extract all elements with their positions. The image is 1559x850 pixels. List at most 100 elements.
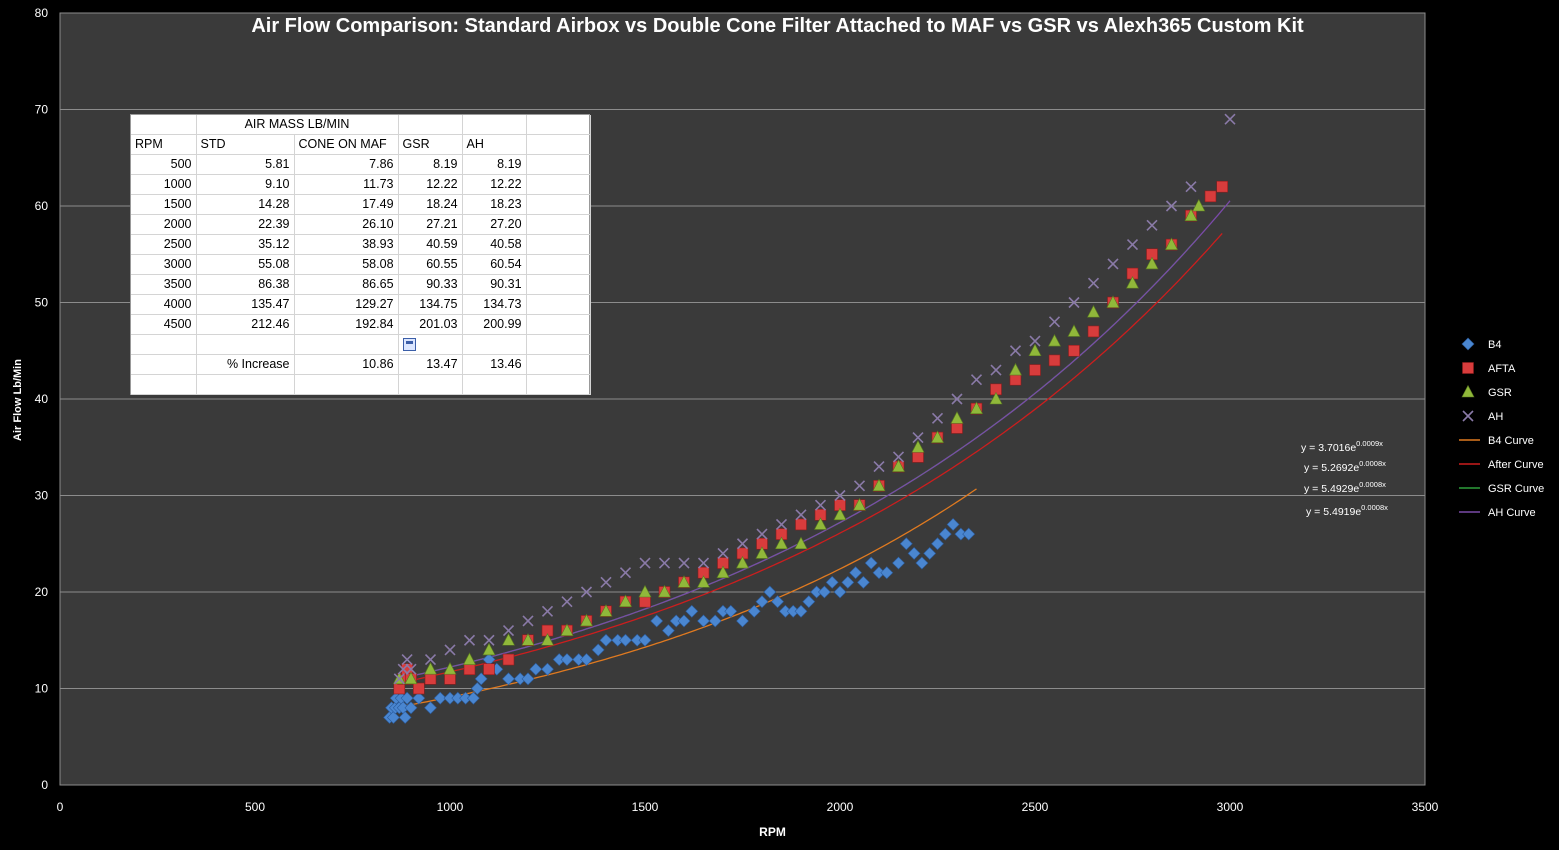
cell-rpm[interactable]: 4500 xyxy=(131,314,197,335)
data-point-b4 xyxy=(771,595,785,609)
table-row: 3000 55.08 58.08 60.55 60.54 xyxy=(131,254,591,275)
cell-cone-on-maf[interactable]: 129.27 xyxy=(294,294,399,315)
cell-std[interactable]: 14.28 xyxy=(196,194,295,215)
cell-cone-on-maf[interactable]: 11.73 xyxy=(294,174,399,195)
data-point-gsr xyxy=(1028,343,1042,357)
data-point-ah xyxy=(600,576,612,588)
cell-std[interactable]: 9.10 xyxy=(196,174,295,195)
cell-rpm[interactable]: 3000 xyxy=(131,254,197,275)
data-point-ah xyxy=(756,528,768,540)
data-point-b4 xyxy=(864,556,878,570)
cell-rpm[interactable]: 1000 xyxy=(131,174,197,195)
cell-std[interactable]: 135.47 xyxy=(196,294,295,315)
data-point-ah xyxy=(931,412,944,424)
legend-marker-afta xyxy=(1462,362,1474,374)
cell-cone-on-maf[interactable]: 192.84 xyxy=(294,314,399,335)
air-mass-table[interactable]: AIR MASS LB/MIN RPM STD CONE ON MAF GSR … xyxy=(130,114,591,395)
cell-cone-on-maf[interactable]: 7.86 xyxy=(294,154,399,175)
data-point-gsr xyxy=(404,671,418,685)
cell-ah[interactable]: 18.23 xyxy=(462,194,527,215)
data-point-gsr xyxy=(424,662,437,675)
cell-rpm[interactable]: 2500 xyxy=(131,234,197,255)
cell-rpm[interactable]: 3500 xyxy=(131,274,197,295)
cell-rpm[interactable]: 1500 xyxy=(131,194,197,215)
cell-std[interactable]: 55.08 xyxy=(196,254,295,275)
cell-gsr[interactable]: 27.21 xyxy=(398,214,463,235)
data-point-afta xyxy=(412,682,425,695)
data-point-b4 xyxy=(923,546,937,560)
data-point-b4 xyxy=(907,546,921,560)
cell-ah[interactable]: 40.58 xyxy=(462,234,527,255)
cell-rpm[interactable]: 500 xyxy=(131,154,197,175)
cell-std[interactable]: 22.39 xyxy=(196,214,295,235)
data-point-b4 xyxy=(619,633,632,647)
data-point-gsr xyxy=(1106,295,1120,308)
cell-cone-on-maf[interactable]: 17.49 xyxy=(294,194,399,215)
trendline-b4-curve xyxy=(391,488,977,709)
data-point-b4 xyxy=(931,537,944,551)
cell-ah[interactable]: 12.22 xyxy=(462,174,527,195)
legend-label: After Curve xyxy=(1488,459,1544,471)
data-point-gsr xyxy=(677,575,691,588)
cell-ah[interactable]: 27.20 xyxy=(462,214,527,235)
y-axis-title: Air Flow Lb/Min xyxy=(12,359,24,441)
cell-cone-on-maf[interactable]: 86.65 xyxy=(294,274,399,295)
cell-cone-on-maf[interactable]: 38.93 xyxy=(294,234,399,255)
cell-gsr[interactable]: 90.33 xyxy=(398,274,463,295)
data-point-gsr xyxy=(1192,198,1206,212)
increase-gsr[interactable]: 13.47 xyxy=(398,354,463,375)
data-point-b4 xyxy=(466,691,480,705)
cell-ah[interactable]: 90.31 xyxy=(462,274,527,295)
data-point-ah xyxy=(697,557,710,569)
data-point-afta xyxy=(951,422,963,434)
data-point-afta xyxy=(912,451,924,463)
cell-ah[interactable]: 60.54 xyxy=(462,254,527,275)
data-point-ah xyxy=(814,499,827,511)
data-point-b4 xyxy=(962,527,976,541)
cell-std[interactable]: 86.38 xyxy=(196,274,295,295)
legend-label: GSR Curve xyxy=(1488,483,1544,495)
data-point-afta xyxy=(1068,344,1080,357)
increase-ah[interactable]: 13.46 xyxy=(462,354,527,375)
cell-gsr[interactable]: 12.22 xyxy=(398,174,463,195)
data-point-b4 xyxy=(899,537,913,551)
x-tick-label: 2500 xyxy=(1022,800,1049,814)
data-point-ah xyxy=(1146,219,1158,231)
cell-ah[interactable]: 200.99 xyxy=(462,314,527,335)
cell-gsr[interactable]: 60.55 xyxy=(398,254,463,275)
data-point-b4 xyxy=(474,672,488,686)
paste-options-icon[interactable] xyxy=(402,338,416,352)
x-tick-label: 500 xyxy=(245,800,265,814)
y-tick-label: 30 xyxy=(35,489,49,503)
data-point-afta xyxy=(639,595,651,608)
increase-cone-on-maf[interactable]: 10.86 xyxy=(294,354,399,375)
data-point-afta xyxy=(1204,190,1217,203)
cell-std[interactable]: 5.81 xyxy=(196,154,295,175)
data-point-b4 xyxy=(677,614,691,628)
cell-std[interactable]: 212.46 xyxy=(196,314,295,335)
cell-gsr[interactable]: 40.59 xyxy=(398,234,463,255)
cell-cone-on-maf[interactable]: 26.10 xyxy=(294,214,399,235)
legend-marker-b4 xyxy=(1461,337,1475,351)
cell-std[interactable]: 35.12 xyxy=(196,234,295,255)
cell-gsr[interactable]: 201.03 xyxy=(398,314,463,335)
cell-ah[interactable]: 134.73 xyxy=(462,294,527,315)
cell-ah[interactable]: 8.19 xyxy=(462,154,527,175)
cell-rpm[interactable]: 2000 xyxy=(131,214,197,235)
data-point-afta xyxy=(1048,354,1061,367)
data-point-ah xyxy=(401,653,413,666)
cell-gsr[interactable]: 134.75 xyxy=(398,294,463,315)
data-point-gsr xyxy=(580,613,593,627)
data-point-afta xyxy=(424,673,437,685)
data-point-ah xyxy=(1087,277,1100,289)
legend-marker-ah xyxy=(1462,410,1474,422)
cell-gsr[interactable]: 8.19 xyxy=(398,154,463,175)
data-point-gsr xyxy=(1145,256,1159,270)
cell-gsr[interactable]: 18.24 xyxy=(398,194,463,215)
data-point-gsr xyxy=(697,575,710,588)
header-cone-on-maf: CONE ON MAF xyxy=(294,134,399,155)
y-tick-label: 60 xyxy=(35,199,49,213)
cell-rpm[interactable]: 4000 xyxy=(131,294,197,315)
cell-cone-on-maf[interactable]: 58.08 xyxy=(294,254,399,275)
data-point-b4 xyxy=(708,614,722,628)
